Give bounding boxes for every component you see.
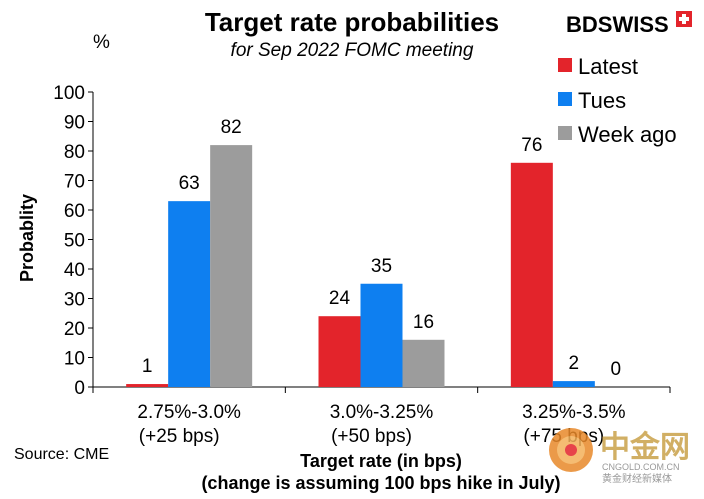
legend-swatch [558,126,572,140]
bar-value-label: 24 [329,288,351,309]
brand-logo-text: BDSWISS [566,12,669,37]
watermark-tagline: 黄金财经新媒体 [602,472,672,485]
y-tick-label: 50 [64,231,85,252]
category-labels: 2.75%-3.0% (+25 bps) 3.0%-3.25% (+50 bps) 3.… [137,402,625,447]
y-tick-label: 90 [64,113,85,134]
y-tick-label: 40 [64,260,85,281]
x-axis-note: (change is assuming 100 bps hike in July… [201,473,560,493]
bar [510,162,553,387]
bar [360,283,403,387]
swiss-cross-icon [676,11,692,27]
y-tick-labels: 0 10 20 30 40 50 60 70 80 90 100 [53,83,85,399]
unit-label: % [93,32,110,53]
x-axis-label: Target rate (in bps) [300,451,462,471]
category-label: 3.25%-3.5% [522,402,626,423]
category-note: (+50 bps) [331,426,412,447]
y-tick-label: 30 [64,290,85,311]
watermark-chinese: 中金网 [600,430,690,464]
bar [210,145,253,387]
legend-swatch [558,58,572,72]
y-tick-label: 0 [74,378,85,399]
watermark: 中金网 CNGOLD.COM.CN 黄金财经新媒体 [549,428,690,485]
bars [126,145,595,387]
chart-subtitle: for Sep 2022 FOMC meeting [231,40,474,61]
category-label: 3.0%-3.25% [330,402,434,423]
chart-title: Target rate probabilities [205,7,499,37]
legend: Latest Tues Week ago [558,54,677,147]
legend-label: Latest [578,54,638,79]
bar-value-label: 82 [221,117,242,138]
bar-value-label: 63 [179,173,200,194]
y-tick-label: 10 [64,349,85,370]
bar [126,384,169,387]
bar-value-label: 35 [371,256,392,277]
source-note: Source: CME [14,446,109,463]
y-axis-label: Probablity [17,194,37,282]
bar [552,381,595,387]
bar-value-label: 16 [413,312,434,333]
bar [402,339,445,387]
bar-value-label: 0 [611,359,622,380]
bar [318,316,361,387]
brand-logo: BDSWISS [566,11,692,37]
bar-value-label: 1 [142,356,153,377]
y-tick-label: 20 [64,319,85,340]
category-note: (+25 bps) [139,426,220,447]
bar-value-label: 2 [569,353,580,374]
bar [168,201,211,387]
bar-labels: 1 63 82 24 35 16 76 2 0 [142,117,621,380]
bar-value-label: 76 [521,135,542,156]
category-label: 2.75%-3.0% [137,402,241,423]
y-tick-label: 60 [64,201,85,222]
y-tick-label: 100 [53,83,85,104]
y-tick-label: 80 [64,142,85,163]
legend-label: Tues [578,88,626,113]
y-tick-label: 70 [64,172,85,193]
watermark-url: CNGOLD.COM.CN [602,462,680,472]
legend-swatch [558,92,572,106]
coin-icon [549,428,593,472]
legend-label: Week ago [578,122,677,147]
